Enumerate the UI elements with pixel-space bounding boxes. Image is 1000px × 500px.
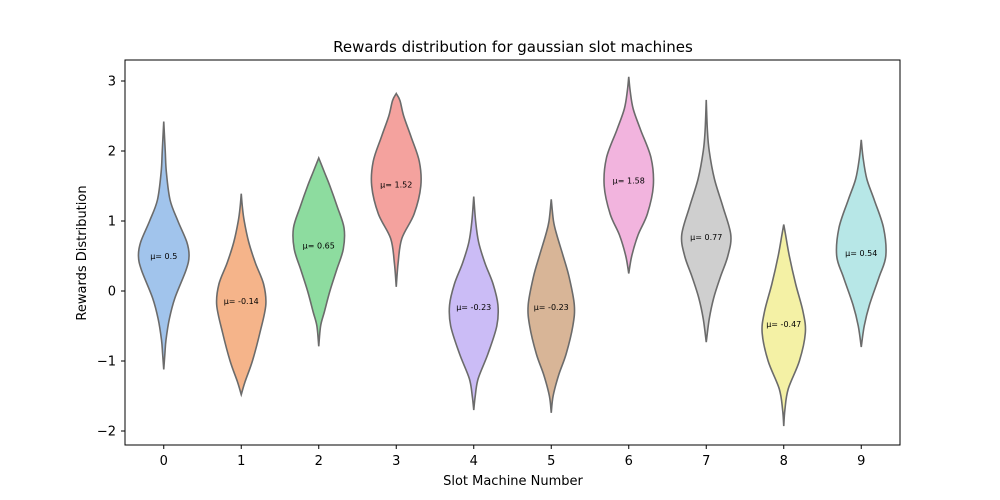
mean-label-8: μ= -0.47: [766, 320, 801, 329]
violin-7: [680, 99, 732, 343]
mean-label-2: μ= 0.65: [303, 242, 335, 251]
x-tick-label-8: 8: [780, 454, 788, 469]
mean-label-9: μ= 0.54: [845, 249, 877, 258]
mean-label-7: μ= 0.77: [690, 233, 722, 242]
y-tick-label--1: −1: [97, 355, 116, 370]
violin-5: [527, 199, 576, 413]
x-axis: 0 1 2 3 4 5 6 7 8 9: [160, 445, 865, 469]
x-axis-label: Slot Machine Number: [443, 474, 583, 489]
violin-9: [835, 139, 887, 348]
violin-8: [761, 224, 807, 427]
x-tick-label-3: 3: [392, 454, 400, 469]
x-tick-label-9: 9: [857, 454, 865, 469]
mean-label-0: μ= 0.5: [150, 252, 177, 261]
mean-label-6: μ= 1.58: [613, 176, 645, 185]
violin-4: [448, 196, 500, 411]
x-tick-label-7: 7: [702, 454, 710, 469]
violin-0: [137, 121, 190, 370]
mean-label-1: μ= -0.14: [224, 297, 259, 306]
plot-frame: [124, 59, 901, 446]
x-tick-label-5: 5: [547, 454, 555, 469]
y-tick-label-1: 1: [108, 215, 116, 230]
y-tick-label-2: 2: [108, 145, 116, 160]
violin-1: [215, 193, 267, 398]
x-tick-label-1: 1: [237, 454, 245, 469]
x-tick-label-4: 4: [470, 454, 478, 469]
violin-2: [292, 155, 346, 347]
violin-3: [370, 91, 422, 287]
x-tick-label-0: 0: [160, 454, 168, 469]
x-tick-label-2: 2: [315, 454, 323, 469]
violin-6: [603, 76, 655, 274]
chart-title: Rewards distribution for gaussian slot m…: [333, 38, 693, 56]
y-axis: −2 −1 0 1 2 3: [97, 75, 125, 440]
mean-label-5: μ= -0.23: [534, 303, 569, 312]
y-tick-label--2: −2: [97, 425, 116, 440]
x-tick-label-6: 6: [625, 454, 633, 469]
violins-group: μ= 0.5 μ= -0.14 μ= 0.65 μ= 1.52 μ= -0.23 μ= -…: [137, 76, 887, 427]
y-tick-label-3: 3: [108, 75, 116, 90]
mean-label-3: μ= 1.52: [380, 181, 412, 190]
y-tick-label-0: 0: [108, 285, 116, 300]
y-axis-label: Rewards Distribution: [75, 185, 90, 320]
mean-label-4: μ= -0.23: [456, 303, 491, 312]
